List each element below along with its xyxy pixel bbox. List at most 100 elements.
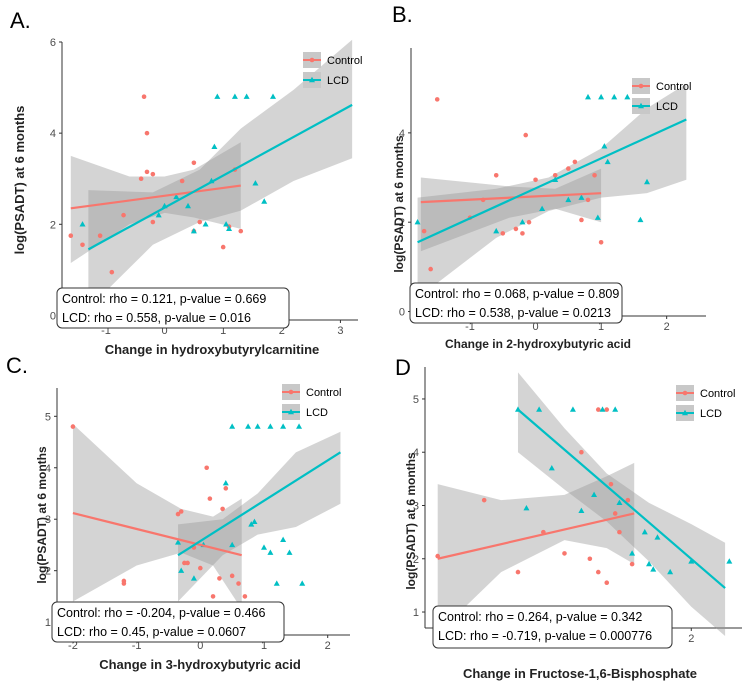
data-point-control bbox=[552, 173, 558, 178]
data-point-lcd bbox=[243, 93, 250, 99]
data-point-control bbox=[604, 580, 610, 586]
data-point-control bbox=[421, 228, 427, 234]
x-axis-title: Change in 2-hydroxybutyric acid bbox=[445, 337, 631, 351]
fit-line-lcd bbox=[177, 451, 342, 557]
data-point-control bbox=[121, 212, 126, 218]
data-point-lcd bbox=[214, 93, 221, 99]
x-tick-label: 2 bbox=[688, 633, 694, 645]
stats-line-lcd: LCD: rho = 0.558, p-value = 0.016 bbox=[62, 311, 251, 325]
legend-label-lcd: LCD bbox=[327, 75, 349, 87]
data-point-lcd bbox=[222, 479, 229, 486]
data-point-lcd bbox=[270, 93, 277, 99]
data-point-lcd bbox=[254, 423, 261, 429]
data-point-lcd bbox=[261, 544, 268, 550]
data-point-control bbox=[625, 497, 631, 503]
data-point-lcd bbox=[519, 219, 526, 225]
data-point-control bbox=[562, 551, 567, 556]
data-point-control bbox=[585, 197, 591, 203]
data-point-control bbox=[598, 240, 604, 245]
legend-label-control: Control bbox=[327, 55, 362, 67]
data-point-control bbox=[68, 233, 74, 238]
data-point-lcd bbox=[616, 499, 623, 506]
chart-panel-2: 1 2 3 4 5 -2 -1 0 1 2 Control LCD Control: rho = -0.… bbox=[6, 353, 350, 672]
y-tick-label: 1 bbox=[45, 617, 51, 629]
stats-line-lcd: LCD: rho = 0.45, p-value = 0.0607 bbox=[57, 625, 246, 639]
legend-key-marker-control bbox=[309, 57, 315, 63]
data-point-control bbox=[109, 269, 115, 275]
confidence-band-lcd bbox=[88, 39, 353, 309]
panel-letter: C. bbox=[6, 353, 28, 378]
data-point-lcd bbox=[185, 202, 192, 209]
data-point-lcd bbox=[155, 211, 162, 218]
x-tick-label: 0 bbox=[162, 325, 168, 337]
data-point-lcd bbox=[612, 406, 619, 412]
data-point-lcd bbox=[726, 558, 733, 564]
data-point-lcd bbox=[536, 406, 543, 412]
data-point-control bbox=[428, 266, 433, 272]
data-point-lcd bbox=[523, 504, 530, 511]
data-point-lcd bbox=[569, 406, 576, 412]
data-point-control bbox=[197, 219, 203, 225]
data-point-lcd bbox=[296, 423, 303, 429]
data-point-lcd bbox=[261, 198, 268, 204]
legend-label-lcd: LCD bbox=[306, 407, 328, 419]
x-axis-title: Change in 3-hydroxybutyric acid bbox=[99, 657, 301, 672]
data-point-control bbox=[612, 511, 618, 516]
panel-letter: A. bbox=[10, 8, 31, 33]
data-point-control bbox=[185, 560, 190, 566]
x-tick-label: 2 bbox=[279, 325, 285, 337]
data-point-lcd bbox=[248, 521, 255, 527]
data-point-control bbox=[566, 166, 571, 171]
fit-line-control bbox=[420, 192, 602, 204]
y-axis-title: log(PSADT) at 6 months bbox=[35, 446, 49, 584]
data-point-lcd bbox=[251, 518, 258, 524]
x-tick-label: 1 bbox=[598, 321, 604, 333]
fit-line-control bbox=[72, 511, 242, 557]
plot-area bbox=[411, 48, 706, 316]
stats-line-lcd: LCD: rho = -0.719, p-value = 0.000776 bbox=[438, 629, 652, 643]
data-point-lcd bbox=[688, 558, 695, 564]
x-tick-label: -1 bbox=[101, 325, 111, 337]
x-tick-label: 1 bbox=[261, 640, 267, 652]
data-point-control bbox=[595, 407, 601, 412]
data-point-lcd bbox=[175, 539, 182, 545]
stats-box bbox=[409, 282, 623, 324]
data-point-control bbox=[523, 132, 529, 138]
y-tick-label: 2 bbox=[45, 566, 51, 578]
data-point-lcd bbox=[173, 193, 180, 200]
data-point-control bbox=[592, 173, 597, 178]
panel-letter: D bbox=[395, 355, 411, 380]
stats-line-control: Control: rho = 0.264, p-value = 0.342 bbox=[438, 610, 642, 624]
data-point-lcd bbox=[190, 227, 197, 234]
panel-letter: B. bbox=[392, 2, 413, 27]
data-point-lcd bbox=[641, 528, 648, 535]
stats-box bbox=[51, 601, 285, 643]
data-point-lcd bbox=[299, 580, 306, 586]
x-tick-label: 2 bbox=[325, 640, 331, 652]
legend-key-marker-lcd bbox=[288, 408, 294, 415]
x-tick-label: 1 bbox=[220, 325, 226, 337]
data-point-control bbox=[617, 529, 622, 535]
data-point-control bbox=[70, 424, 76, 429]
legend-key-marker-control bbox=[288, 389, 294, 395]
data-point-lcd bbox=[578, 194, 585, 200]
data-point-lcd bbox=[599, 406, 606, 412]
y-tick-label: 4 bbox=[413, 447, 419, 459]
data-point-control bbox=[144, 130, 150, 136]
data-point-lcd bbox=[286, 549, 293, 555]
fit-line-lcd bbox=[87, 103, 353, 251]
data-point-control bbox=[198, 565, 203, 571]
legend-label-lcd: LCD bbox=[700, 408, 722, 420]
y-tick-label: 4 bbox=[50, 128, 56, 140]
y-tick-label: 0 bbox=[50, 310, 56, 322]
data-point-lcd bbox=[629, 550, 636, 556]
legend-label-lcd: LCD bbox=[656, 101, 678, 113]
data-point-control bbox=[481, 497, 487, 503]
data-point-lcd bbox=[548, 465, 555, 471]
data-point-lcd bbox=[280, 536, 287, 543]
data-point-lcd bbox=[565, 196, 572, 203]
data-point-lcd bbox=[646, 560, 653, 567]
data-point-lcd bbox=[267, 423, 274, 429]
data-point-control bbox=[608, 481, 614, 487]
